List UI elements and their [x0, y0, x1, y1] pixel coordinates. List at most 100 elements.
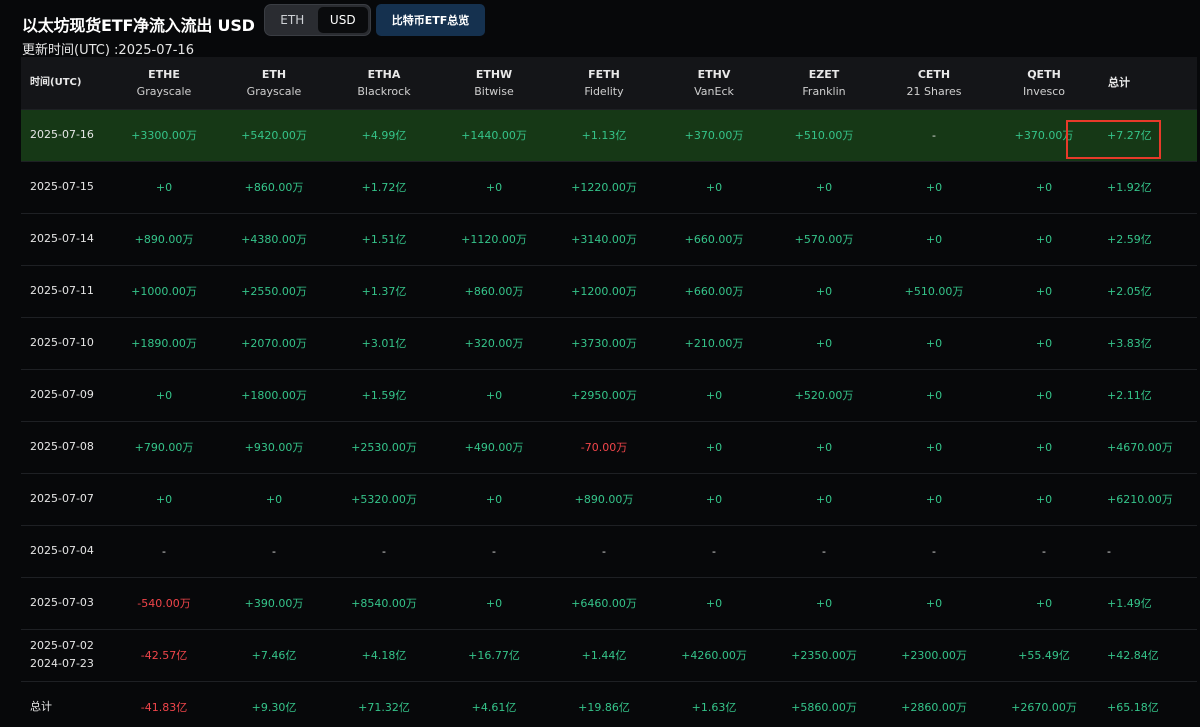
cell-eth: +930.00万	[219, 421, 329, 474]
column-header-etha: ETHA Blackrock	[329, 57, 439, 110]
cell-ceth: +510.00万	[879, 265, 989, 318]
table-body: 2025-07-16 +3300.00万 +5420.00万 +4.99亿 +1440.…	[21, 109, 1197, 727]
row-date-line: 2025-07-04	[30, 544, 94, 557]
cell-ethw: +0	[439, 577, 549, 630]
cell-ethw: -	[439, 525, 549, 578]
column-issuer: Franklin	[802, 84, 846, 98]
cell-etha: +1.72亿	[329, 161, 439, 214]
cell-ethe: +0	[109, 161, 219, 214]
cell-ethe: -540.00万	[109, 577, 219, 630]
table-row: 2025-07-16 +3300.00万 +5420.00万 +4.99亿 +1440.…	[21, 109, 1197, 162]
cell-eth: +0	[219, 473, 329, 526]
row-date-line: 2025-07-10	[30, 336, 94, 349]
row-date-line: 总计	[30, 700, 52, 713]
row-date-line: 2025-07-09	[30, 388, 94, 401]
cell-total: +2.59亿	[1099, 213, 1197, 266]
cell-ceth: +0	[879, 473, 989, 526]
cell-ceth: +0	[879, 213, 989, 266]
table-row: 2025-07-11 +1000.00万 +2550.00万 +1.37亿 +860.0…	[21, 265, 1197, 318]
column-issuer: Grayscale	[136, 84, 192, 98]
column-issuer: Blackrock	[357, 84, 411, 98]
cell-ezet: -	[769, 525, 879, 578]
cell-ethw: +1120.00万	[439, 213, 549, 266]
cell-ezet: +0	[769, 317, 879, 370]
row-date: 2025-07-03	[21, 577, 109, 630]
cell-ethe: +1890.00万	[109, 317, 219, 370]
column-ticker: CETH	[917, 67, 951, 81]
cell-feth: +6460.00万	[549, 577, 659, 630]
cell-ethv: +0	[659, 473, 769, 526]
table-header-row: 时间(UTC) ETHE Grayscale ETH Grayscale ETHA Bla…	[21, 57, 1197, 110]
column-header-ceth: CETH 21 Shares	[879, 57, 989, 110]
cell-total: +4670.00万	[1099, 421, 1197, 474]
toggle-usd[interactable]: USD	[317, 7, 368, 33]
cell-eth: +2070.00万	[219, 317, 329, 370]
cell-ethw: +1440.00万	[439, 109, 549, 162]
column-issuer: Grayscale	[246, 84, 302, 98]
cell-eth: +390.00万	[219, 577, 329, 630]
cell-qeth: +2670.00万	[989, 681, 1099, 727]
cell-feth: +19.86亿	[549, 681, 659, 727]
cell-feth: +1.44亿	[549, 629, 659, 682]
cell-ethv: +660.00万	[659, 213, 769, 266]
table-row: 2025-07-09 +0 +1800.00万 +1.59亿 +0 +2950.00万 +0…	[21, 369, 1197, 422]
cell-ezet: +0	[769, 577, 879, 630]
cell-ethv: -	[659, 525, 769, 578]
cell-qeth: +0	[989, 161, 1099, 214]
cell-qeth: +55.49亿	[989, 629, 1099, 682]
column-ticker: ETHW	[475, 67, 513, 81]
row-date-line: 2025-07-03	[30, 596, 94, 609]
cell-eth: +5420.00万	[219, 109, 329, 162]
row-date-line: 2024-07-23	[30, 657, 94, 670]
cell-total: +2.05亿	[1099, 265, 1197, 318]
cell-eth: +2550.00万	[219, 265, 329, 318]
cell-feth: +1200.00万	[549, 265, 659, 318]
cell-feth: -70.00万	[549, 421, 659, 474]
cell-ethw: +860.00万	[439, 265, 549, 318]
table-row: 2025-07-10 +1890.00万 +2070.00万 +3.01亿 +320.0…	[21, 317, 1197, 370]
row-date: 2025-07-10	[21, 317, 109, 370]
row-date: 2025-07-16	[21, 109, 109, 162]
column-ticker: ETHV	[697, 67, 731, 81]
table-row: 2025-07-02 2024-07-23 -42.57亿 +7.46亿 +4.18亿 +…	[21, 629, 1197, 682]
toggle-eth[interactable]: ETH	[280, 13, 305, 27]
btc-etf-overview-button[interactable]: 比特币ETF总览	[376, 4, 485, 36]
cell-ceth: +0	[879, 369, 989, 422]
table-row: 2025-07-03 -540.00万 +390.00万 +8540.00万 +0 +64…	[21, 577, 1197, 630]
column-ticker: QETH	[1027, 67, 1061, 81]
cell-qeth: +0	[989, 473, 1099, 526]
cell-etha: +1.37亿	[329, 265, 439, 318]
column-header-ethv: ETHV VanEck	[659, 57, 769, 110]
cell-ceth: +0	[879, 577, 989, 630]
row-date-line: 2025-07-11	[30, 284, 94, 297]
cell-qeth: +0	[989, 577, 1099, 630]
cell-etha: +2530.00万	[329, 421, 439, 474]
cell-feth: +1220.00万	[549, 161, 659, 214]
row-date: 2025-07-14	[21, 213, 109, 266]
unit-toggle[interactable]: ETH USD	[264, 4, 371, 36]
cell-ethw: +490.00万	[439, 421, 549, 474]
cell-ezet: +570.00万	[769, 213, 879, 266]
cell-ethw: +16.77亿	[439, 629, 549, 682]
row-date: 2025-07-04	[21, 525, 109, 578]
cell-ezet: +0	[769, 161, 879, 214]
cell-ethv: +210.00万	[659, 317, 769, 370]
cell-feth: +1.13亿	[549, 109, 659, 162]
cell-ethe: +0	[109, 369, 219, 422]
cell-qeth: +0	[989, 317, 1099, 370]
cell-qeth: +0	[989, 265, 1099, 318]
cell-total: -	[1099, 525, 1197, 578]
cell-total: +3.83亿	[1099, 317, 1197, 370]
cell-ceth: +2300.00万	[879, 629, 989, 682]
cell-total: +1.92亿	[1099, 161, 1197, 214]
column-header-eth: ETH Grayscale	[219, 57, 329, 110]
cell-ethv: +4260.00万	[659, 629, 769, 682]
cell-ethe: -	[109, 525, 219, 578]
cell-total: +7.27亿	[1099, 109, 1197, 162]
cell-total: +2.11亿	[1099, 369, 1197, 422]
column-header-date: 时间(UTC)	[21, 57, 109, 110]
cell-ethv: +370.00万	[659, 109, 769, 162]
cell-ceth: +0	[879, 161, 989, 214]
column-ticker: ETHE	[148, 67, 180, 81]
cell-ceth: +0	[879, 317, 989, 370]
